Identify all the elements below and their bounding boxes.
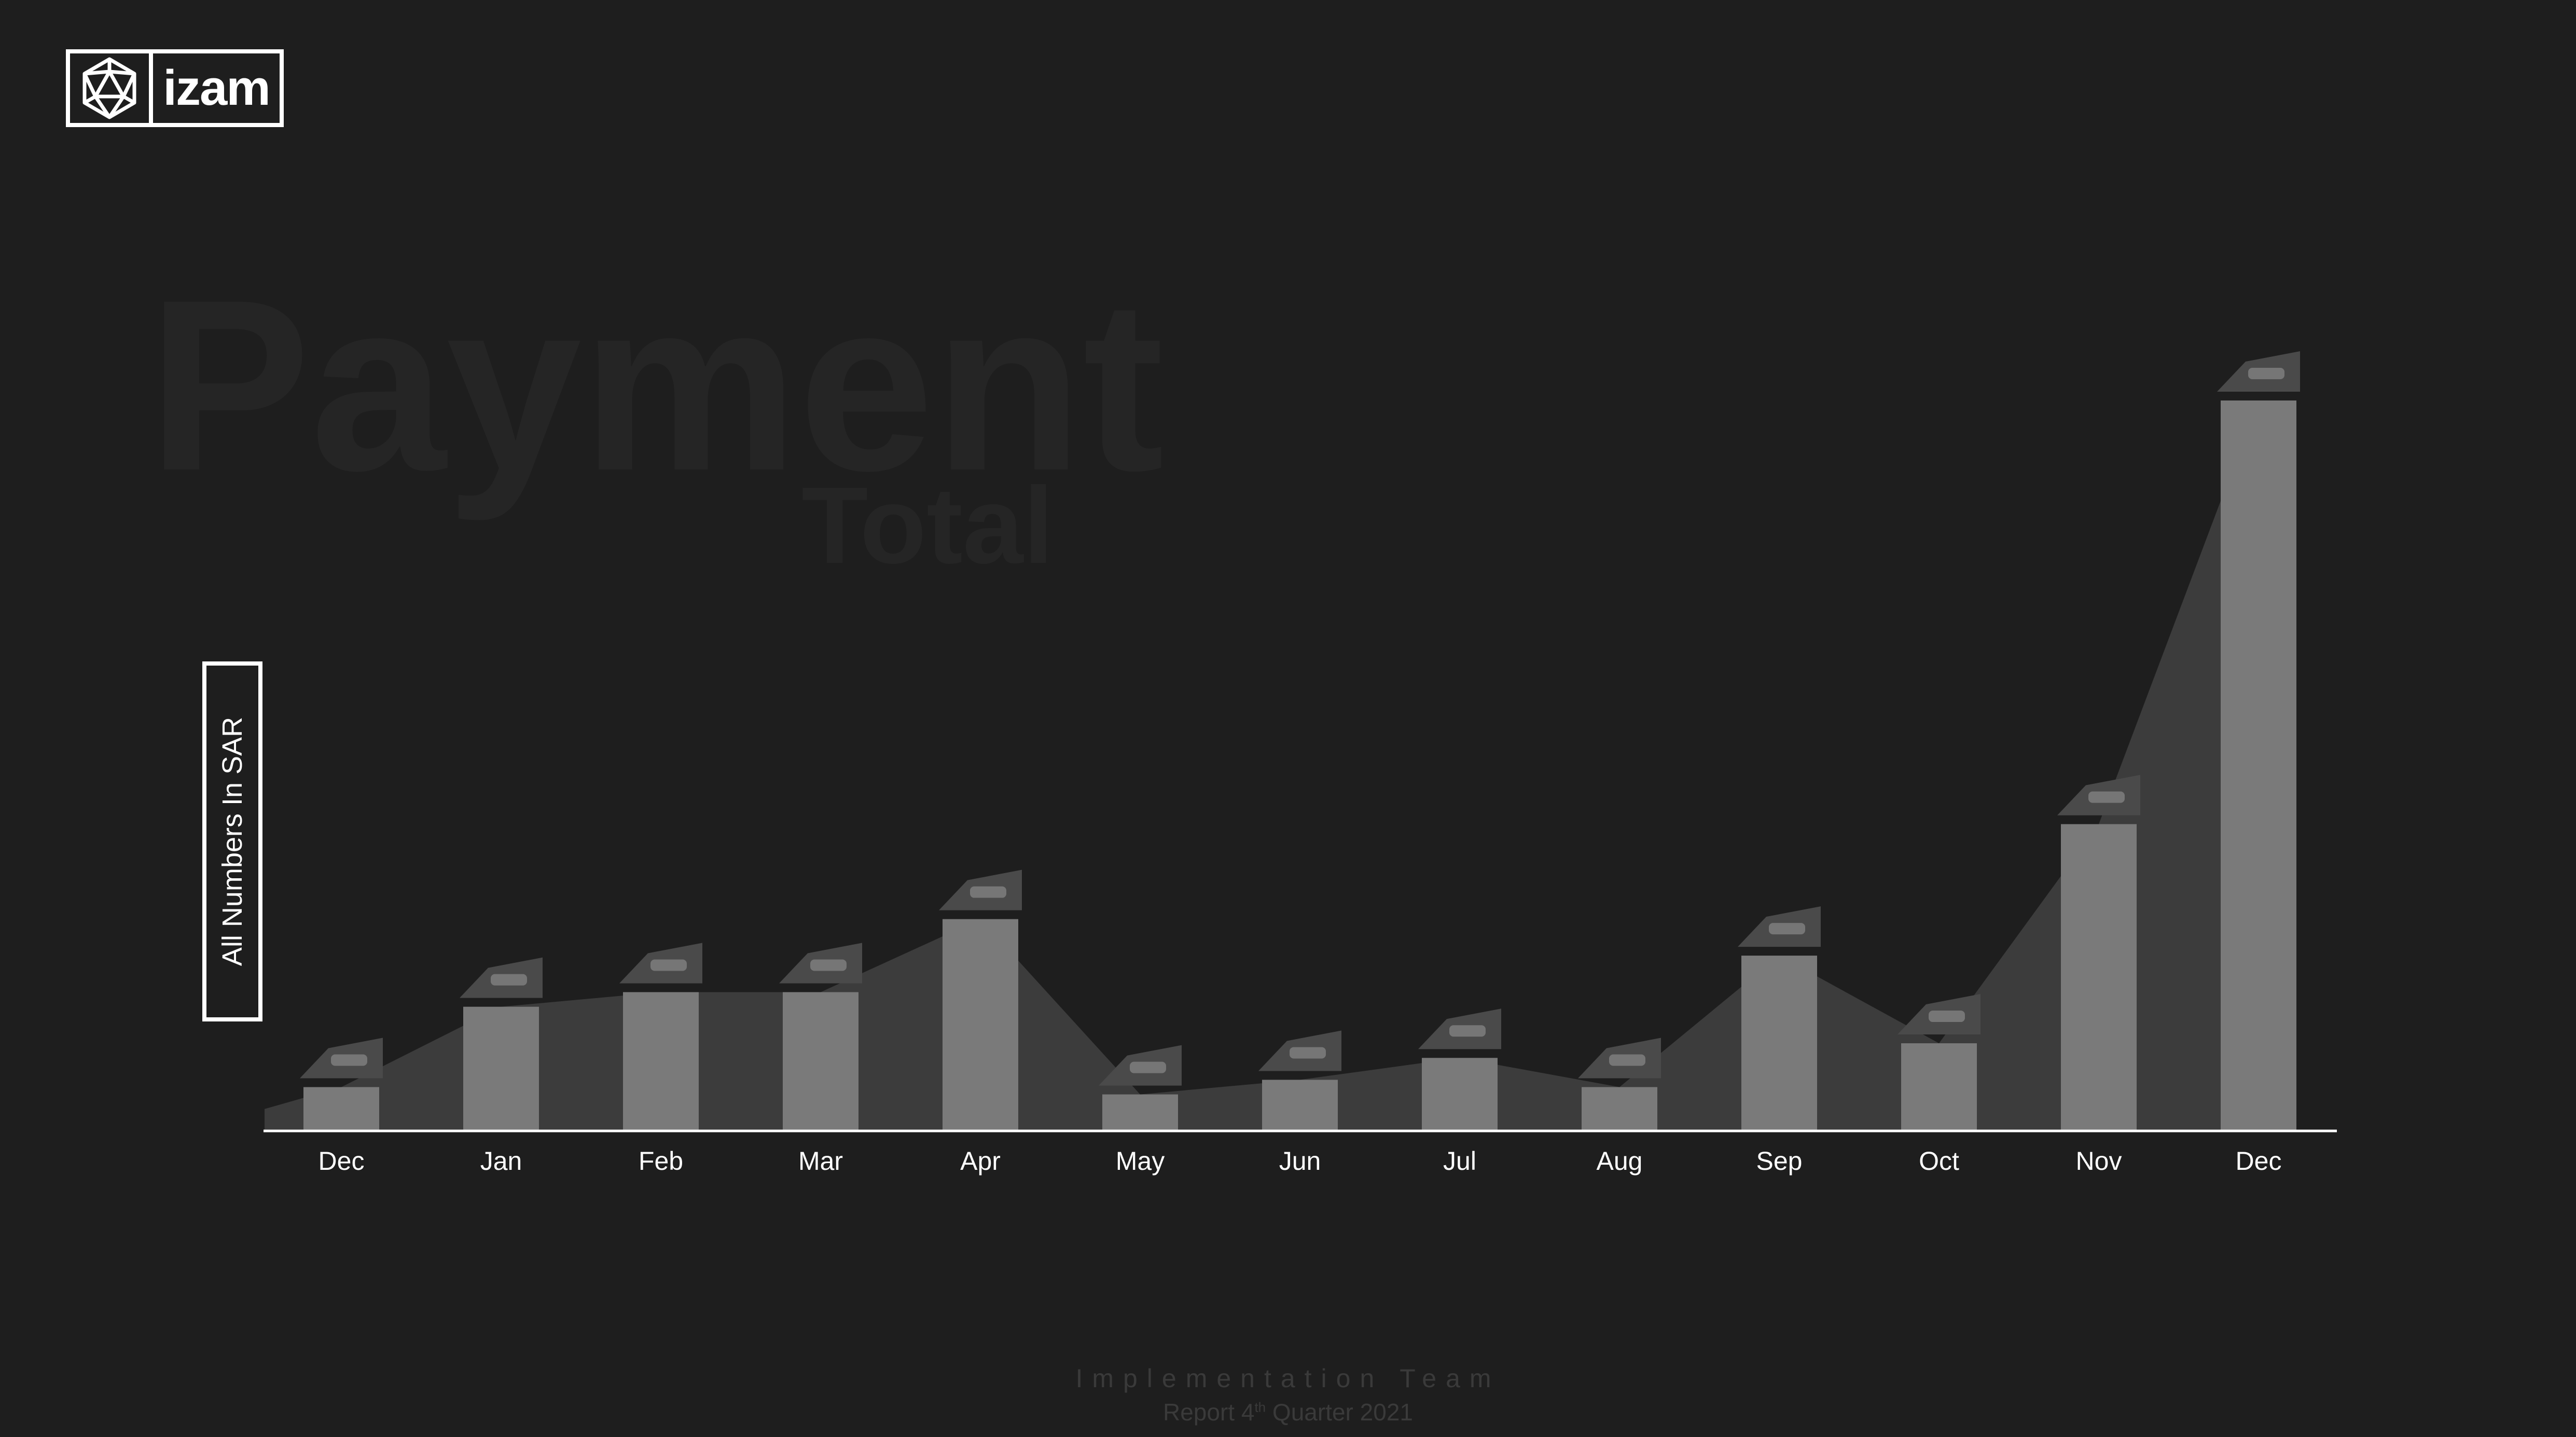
footer-quarter-suffix: th <box>1254 1399 1266 1415</box>
bar <box>303 1087 379 1131</box>
data-label-blur <box>1290 1047 1326 1059</box>
footer-team: Implementation Team <box>1075 1364 1501 1393</box>
x-tick-label: Mar <box>798 1146 843 1176</box>
x-axis-labels: Dec Jan Feb Mar Apr May Jun Jul Aug Sep Oct Nov Dec <box>318 1146 2282 1176</box>
bar <box>1422 1058 1498 1131</box>
bar <box>1262 1080 1338 1131</box>
x-tick-label: Apr <box>960 1146 1001 1176</box>
data-label-blur <box>331 1054 367 1066</box>
bar <box>463 1006 539 1131</box>
watermark-subtitle: Total <box>801 464 1054 586</box>
bar <box>943 919 1018 1131</box>
bar <box>1741 956 1817 1131</box>
bars <box>303 400 2296 1131</box>
brand-logo: izam <box>66 49 284 127</box>
bar <box>783 992 858 1131</box>
data-label-blur <box>1609 1054 1645 1066</box>
icosahedron-icon <box>70 53 153 123</box>
footer-quarter-rest: Quarter 2021 <box>1272 1399 1413 1426</box>
data-label-blur <box>2248 368 2284 379</box>
data-label-blur <box>491 974 527 986</box>
footer-report: Report 4th Quarter 2021 <box>0 1398 2576 1426</box>
footer-report-prefix: Report <box>1163 1399 1235 1426</box>
bar <box>2221 400 2296 1131</box>
bar <box>1582 1087 1657 1131</box>
x-tick-label: Dec <box>2236 1146 2282 1176</box>
x-tick-label: Jun <box>1279 1146 1321 1176</box>
x-tick-label: Sep <box>1756 1146 1803 1176</box>
chart-watermark: Payment Total <box>148 249 1164 586</box>
data-label-blur <box>810 959 847 971</box>
bar <box>1102 1094 1178 1131</box>
unit-label-box: All Numbers In SAR <box>202 661 262 1021</box>
bar <box>2061 824 2137 1131</box>
x-tick-label: Aug <box>1597 1146 1643 1176</box>
x-tick-label: Nov <box>2076 1146 2122 1176</box>
x-tick-label: Oct <box>1919 1146 1959 1176</box>
x-tick-label: Jan <box>480 1146 522 1176</box>
bar <box>623 992 699 1131</box>
data-label-blur <box>970 886 1006 898</box>
brand-name: izam <box>163 60 270 116</box>
data-label-blur <box>1130 1061 1166 1073</box>
x-tick-label: Feb <box>639 1146 683 1176</box>
data-label-blur <box>2088 791 2125 803</box>
x-tick-label: Dec <box>318 1146 365 1176</box>
data-labels <box>300 351 2300 1086</box>
footer-quarter-number: 4 <box>1241 1399 1255 1426</box>
bar <box>1901 1043 1977 1131</box>
data-label-blur <box>1449 1025 1486 1037</box>
watermark-title: Payment <box>148 249 1164 523</box>
data-label-blur <box>1769 923 1805 935</box>
x-tick-label: May <box>1116 1146 1165 1176</box>
unit-label: All Numbers In SAR <box>217 716 248 966</box>
data-label-blur <box>1929 1011 1965 1023</box>
x-tick-label: Jul <box>1443 1146 1476 1176</box>
data-label-blur <box>650 959 687 971</box>
